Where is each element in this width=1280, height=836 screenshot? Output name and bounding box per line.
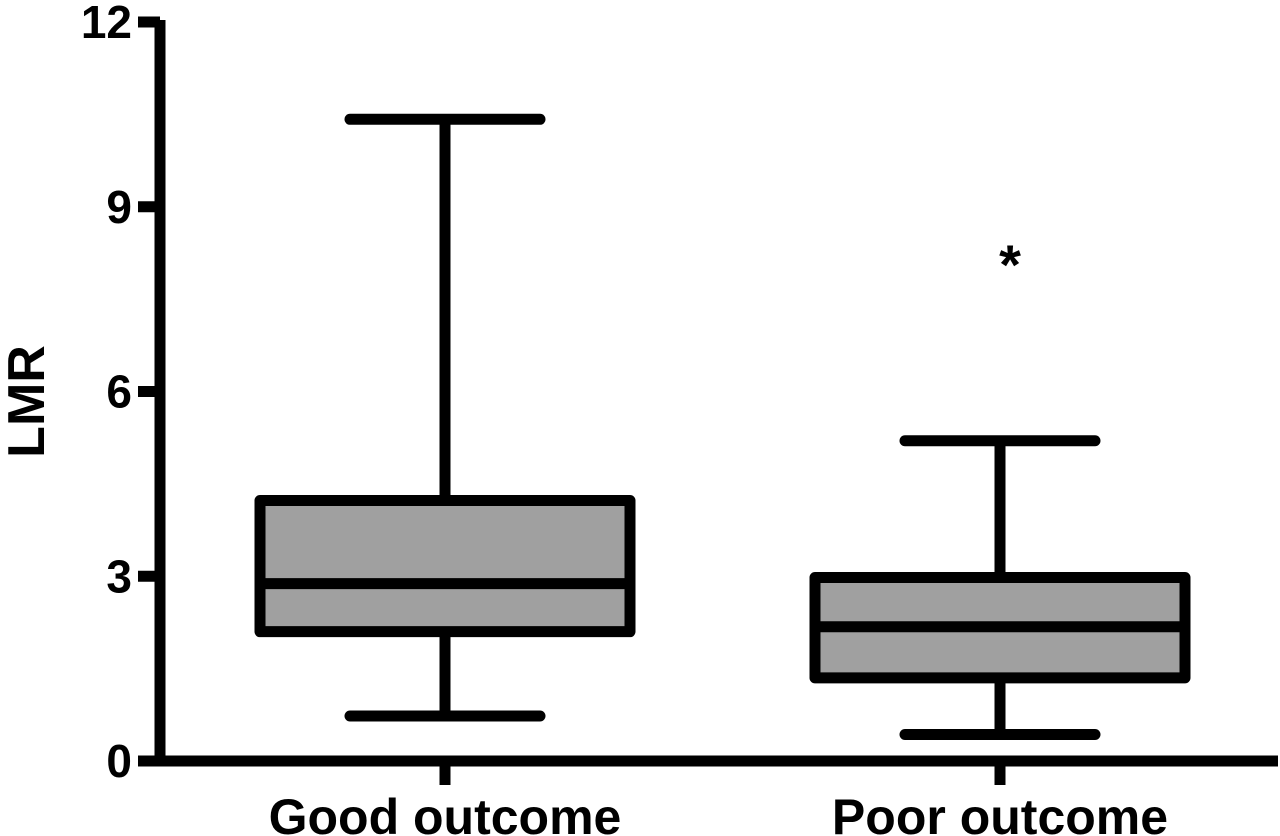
y-tick-label: 12: [81, 0, 132, 48]
y-tick-label: 3: [106, 550, 132, 602]
iqr-box: [254, 495, 636, 638]
box-2: [809, 435, 1191, 741]
x-tick-label: Poor outcome: [832, 789, 1168, 836]
y-tick-label: 6: [106, 366, 132, 418]
y-axis-title: LMR: [0, 345, 56, 458]
significance-asterisk: *: [999, 233, 1021, 296]
labels: 0 3 6 9 12 Good outcome Poor outcome LMR *: [0, 0, 1168, 836]
boxes: [254, 113, 1191, 741]
y-tick-label: 9: [106, 181, 132, 233]
x-tick-label: Good outcome: [269, 789, 622, 836]
y-tick-label: 0: [106, 735, 132, 787]
box-1: [254, 113, 636, 722]
axes: [138, 16, 1278, 785]
